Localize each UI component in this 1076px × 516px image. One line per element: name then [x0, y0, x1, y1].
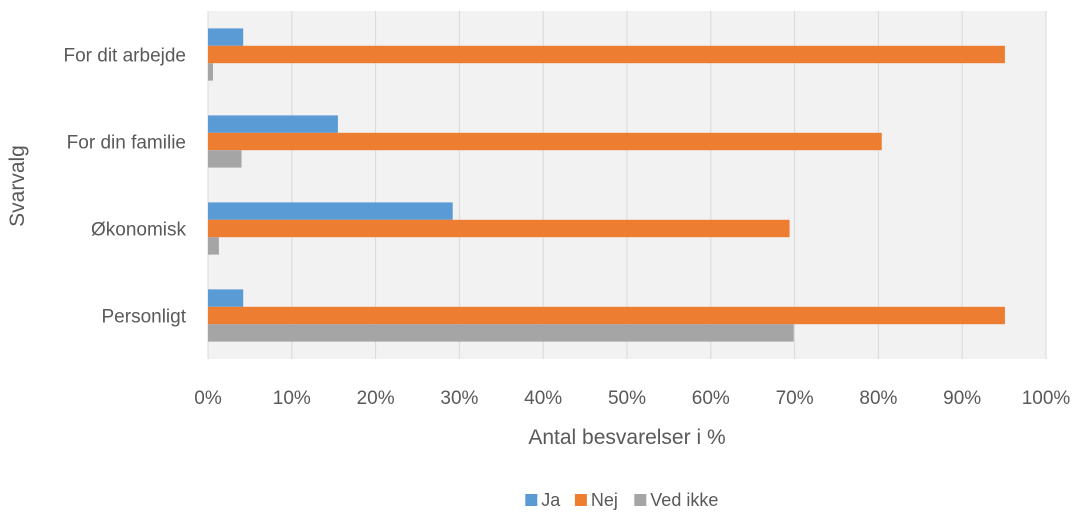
legend-label: Ved ikke	[650, 490, 718, 510]
x-axis-title: Antal besvarelser i %	[528, 426, 725, 449]
x-tick-label: 90%	[943, 388, 981, 409]
x-tick-labels: 0% 10% 20% 30% 40% 50% 60% 70% 80% 90% 100%	[194, 388, 1070, 409]
legend-swatch	[574, 494, 587, 506]
bar-ved-ikke	[208, 324, 794, 342]
legend-swatch	[525, 494, 538, 506]
x-tick-label: 80%	[859, 388, 897, 409]
bar-ved-ikke	[208, 63, 214, 81]
x-tick-label: 50%	[608, 388, 646, 409]
bar-ved-ikke	[208, 237, 219, 255]
bar-nej	[208, 306, 1005, 325]
y-tick-label: Økonomisk	[91, 220, 187, 241]
x-tick-label: 60%	[692, 388, 730, 409]
bar-nej	[208, 132, 882, 151]
legend-label: Ja	[541, 490, 561, 510]
x-tick-label: 10%	[273, 388, 311, 409]
bar-nej	[208, 219, 790, 238]
x-tick-label: 20%	[357, 388, 395, 409]
legend-swatch	[634, 494, 647, 506]
bar-ja	[208, 289, 244, 307]
y-tick-labels: For dit arbejde For din familie Økonomisk P…	[63, 46, 186, 328]
x-tick-label: 0%	[194, 388, 222, 409]
bar-ja	[208, 28, 244, 46]
bars	[208, 28, 1005, 342]
x-tick-label: 40%	[524, 388, 562, 409]
bar-ja	[208, 202, 453, 220]
y-tick-label: For din familie	[67, 133, 186, 154]
legend: Ja Nej Ved ikke	[525, 490, 718, 510]
y-axis-title: Svarvalg	[6, 145, 29, 227]
x-tick-label: 100%	[1022, 388, 1071, 409]
gridlines	[207, 11, 1047, 359]
bar-ja	[208, 115, 338, 133]
bar-nej	[208, 45, 1005, 64]
x-tick-label: 70%	[776, 388, 814, 409]
x-tick-label: 30%	[440, 388, 478, 409]
y-tick-label: For dit arbejde	[63, 46, 186, 67]
y-tick-label: Personligt	[102, 307, 187, 328]
bar-ved-ikke	[208, 150, 242, 168]
legend-label: Nej	[591, 490, 618, 510]
